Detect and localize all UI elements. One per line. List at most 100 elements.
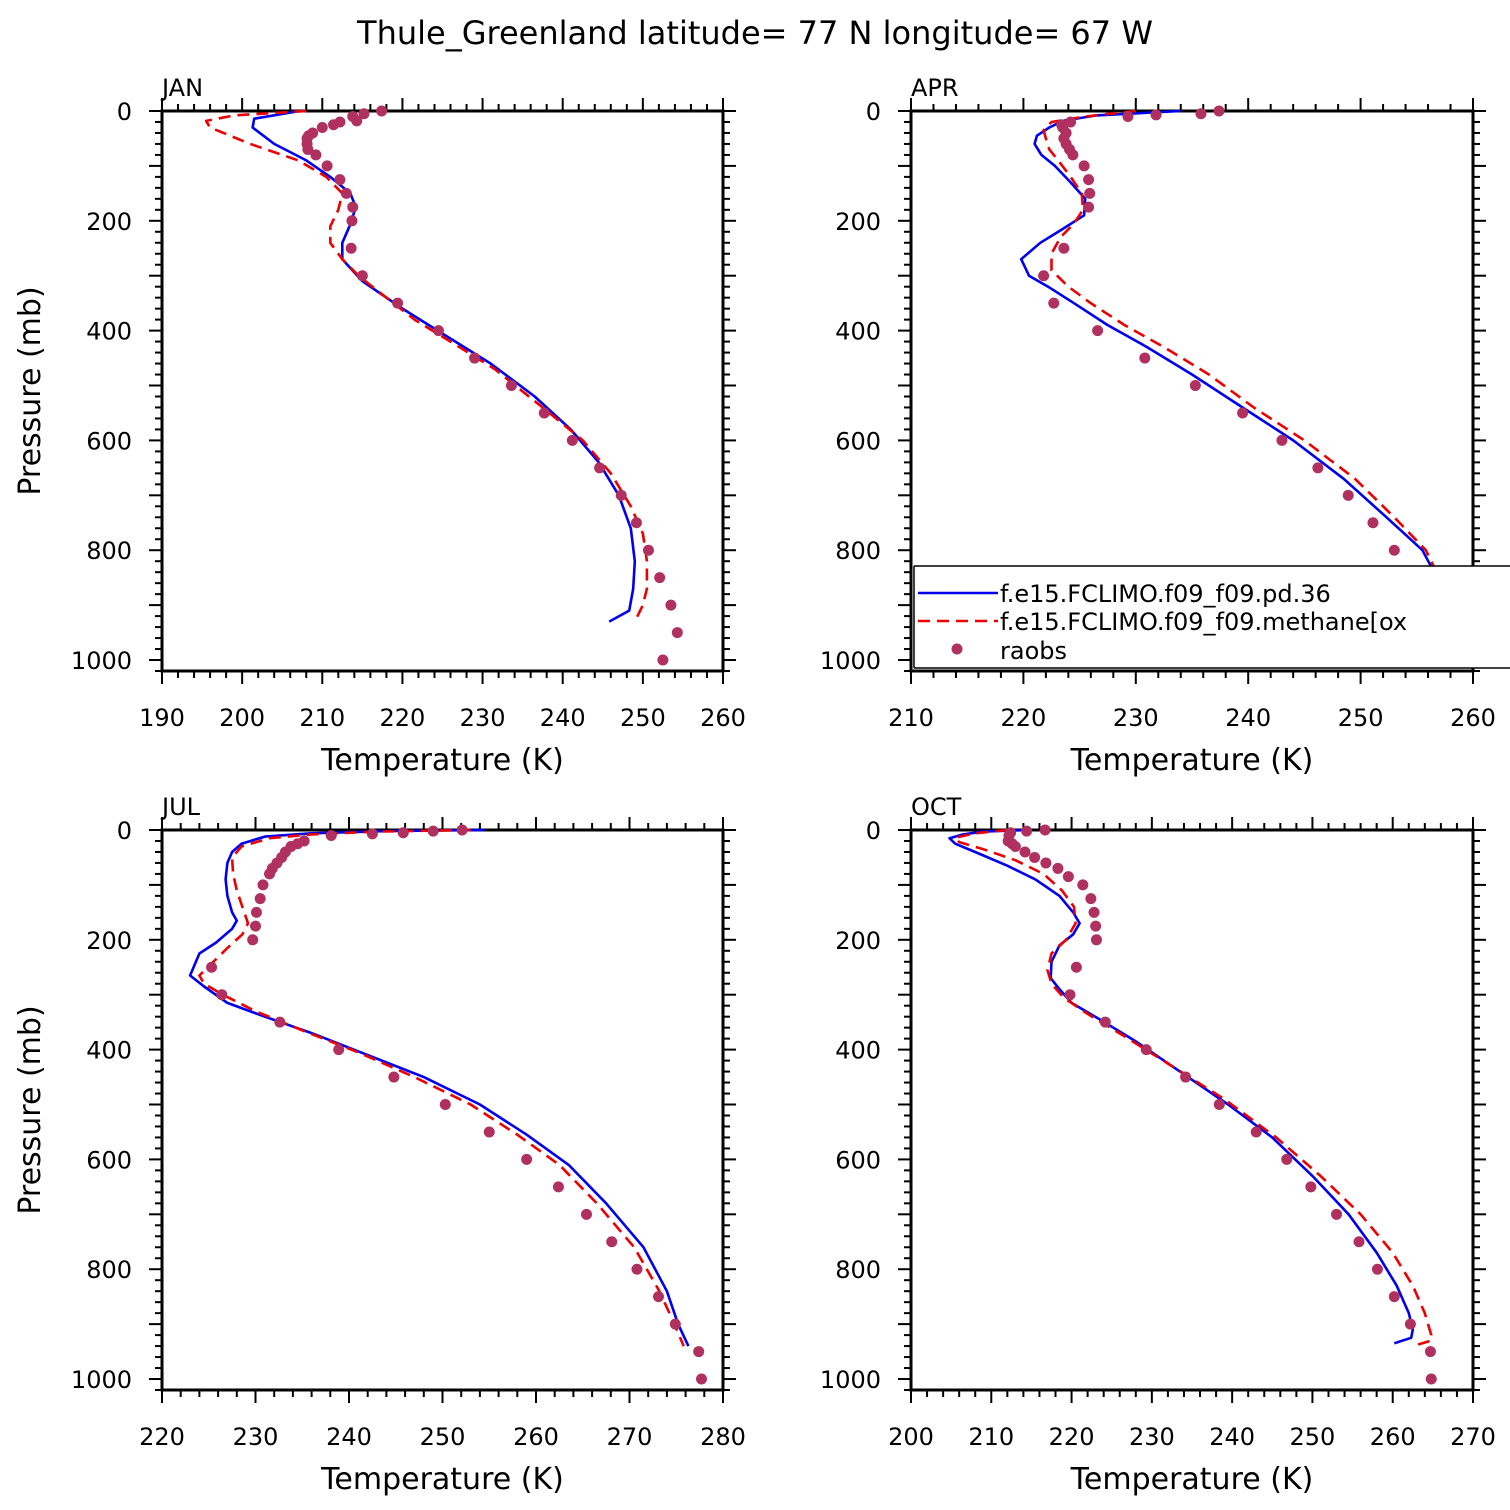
raobs-point <box>334 174 346 186</box>
raobs-point <box>642 544 654 556</box>
raobs-point <box>340 187 352 199</box>
raobs-point <box>346 215 358 227</box>
raobs-point <box>652 1291 664 1303</box>
x-tick-label: 210 <box>888 704 934 732</box>
x-tick-label: 240 <box>1209 1423 1255 1451</box>
x-tick-label: 230 <box>1129 1423 1175 1451</box>
y-tick-label: 1000 <box>820 647 881 675</box>
plot-frame <box>909 109 1475 673</box>
raobs-point <box>1140 1044 1152 1056</box>
raobs-point <box>1058 242 1070 254</box>
raobs-point <box>469 352 481 364</box>
legend-label: f.e15.FCLIMO.f09_f09.methane[ox <box>1000 608 1407 636</box>
raobs-point <box>427 825 439 837</box>
raobs-point <box>1009 840 1021 852</box>
x-tick-label: 240 <box>326 1423 372 1451</box>
raobs-point <box>1342 489 1354 501</box>
raobs-point <box>1388 544 1400 556</box>
series-line-f-e15-fclimo-f09-f09-pd-36 <box>188 828 690 1347</box>
y-tick-label: 0 <box>866 817 881 845</box>
raobs-point <box>1237 407 1249 419</box>
raobs-point <box>206 961 218 973</box>
raobs-point <box>1083 174 1095 186</box>
raobs-point <box>552 1181 564 1193</box>
raobs-point <box>274 1016 286 1028</box>
raobs-point <box>1062 871 1074 883</box>
x-axis-title: Temperature (K) <box>1070 1462 1314 1497</box>
raobs-point <box>1084 187 1096 199</box>
raobs-point <box>1353 1236 1365 1248</box>
raobs-point <box>630 517 642 529</box>
raobs-point <box>1250 1126 1262 1138</box>
raobs-point <box>325 829 337 841</box>
x-tick-label: 200 <box>888 1423 934 1451</box>
raobs-point <box>1021 825 1033 837</box>
x-tick-label: 260 <box>513 1423 559 1451</box>
y-tick-label: 600 <box>86 1146 132 1174</box>
raobs-point <box>328 119 340 131</box>
raobs-point <box>1367 517 1379 529</box>
x-tick-label: 270 <box>1450 1423 1496 1451</box>
raobs-point <box>247 934 259 946</box>
x-tick-label: 220 <box>1000 704 1046 732</box>
y-tick-label: 0 <box>117 817 132 845</box>
raobs-point <box>580 1208 592 1220</box>
raobs-point <box>1070 961 1082 973</box>
raobs-point <box>1077 879 1089 891</box>
x-tick-label: 270 <box>607 1423 653 1451</box>
raobs-point <box>1048 297 1060 309</box>
series-line-f-e15-fclimo-f09-f09-methane-ox <box>198 828 685 1347</box>
raobs-point <box>392 297 404 309</box>
raobs-point <box>1090 920 1102 932</box>
raobs-point <box>397 827 409 839</box>
raobs-point <box>302 143 314 155</box>
raobs-point <box>521 1153 533 1165</box>
raobs-point <box>1213 105 1225 117</box>
raobs-point <box>257 879 269 891</box>
raobs-point <box>606 1236 618 1248</box>
raobs-point <box>1099 1016 1111 1028</box>
raobs-point <box>1038 270 1050 282</box>
raobs-point <box>1424 1346 1436 1358</box>
x-tick-label: 260 <box>700 704 746 732</box>
raobs-point <box>264 868 276 880</box>
series-raobs-markers <box>1002 824 1437 1385</box>
panel-jan: JAN 190 200 210 220 230 240 250 260 0 200 400 600 800… <box>13 74 746 778</box>
raobs-point <box>432 325 444 337</box>
raobs-point <box>1090 934 1102 946</box>
raobs-point <box>657 654 669 666</box>
y-tick-label: 400 <box>835 1037 881 1065</box>
raobs-point <box>1065 116 1077 128</box>
legend-entry-raobs: raobs <box>951 637 1067 665</box>
raobs-point <box>538 407 550 419</box>
y-tick-label: 600 <box>835 427 881 455</box>
legend-entry-dashed: f.e15.FCLIMO.f09_f09.methane[ox <box>918 608 1407 636</box>
raobs-point <box>671 627 683 639</box>
panel-oct: OCT 200 210 220 230 240 250 260 270 0 200 400 600 800… <box>820 793 1496 1497</box>
y-tick-label: 1000 <box>71 1366 132 1394</box>
series-line-f-e15-fclimo-f09-f09-pd-36 <box>1019 109 1444 631</box>
y-tick-label: 1000 <box>71 647 132 675</box>
raobs-point <box>1078 160 1090 172</box>
plot-frame <box>160 828 725 1392</box>
panel-label: JUL <box>160 793 201 821</box>
panel-label: JAN <box>160 74 203 102</box>
x-tick-label: 190 <box>139 704 185 732</box>
legend-background <box>914 566 1510 668</box>
raobs-point <box>310 149 322 161</box>
raobs-point <box>254 893 266 905</box>
panels: JAN 190 200 210 220 230 240 250 260 0 200 400 600 800… <box>13 74 1496 1497</box>
y-tick-label: 1000 <box>820 1366 881 1394</box>
raobs-point <box>1019 846 1031 858</box>
raobs-point <box>316 121 328 133</box>
raobs-point <box>1425 1373 1437 1385</box>
legend-label: raobs <box>1000 637 1067 665</box>
series-line-f-e15-fclimo-f09-f09-methane-ox <box>1042 109 1447 634</box>
raobs-point <box>358 108 370 120</box>
x-tick-label: 210 <box>968 1423 1014 1451</box>
x-axis-title: Temperature (K) <box>1070 743 1314 778</box>
raobs-point <box>1064 989 1076 1001</box>
x-axis-title: Temperature (K) <box>320 743 564 778</box>
raobs-point <box>693 1346 705 1358</box>
x-tick-label: 250 <box>1290 1423 1336 1451</box>
